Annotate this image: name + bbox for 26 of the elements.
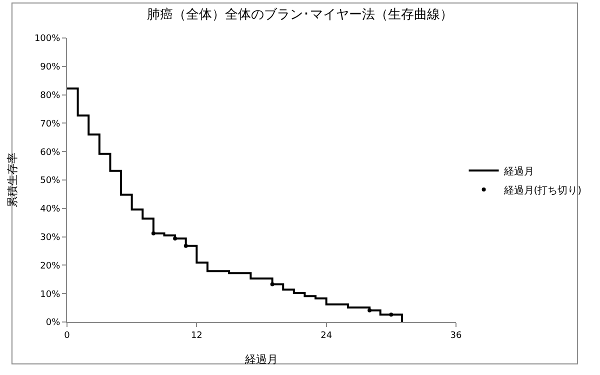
point (173, 236, 178, 240)
x-tick-label: 0 (64, 330, 70, 341)
y-axis-title: 累積生存率 (6, 152, 20, 208)
y-tick-label: 30% (40, 232, 61, 243)
point (368, 308, 372, 312)
y-tick-label: 60% (40, 148, 61, 158)
x-tick-label: 12 (190, 330, 202, 341)
legend-label: 経過月 (502, 166, 534, 178)
point (389, 312, 394, 317)
y-tick-label: 100% (34, 34, 61, 44)
y-tick-label: 90% (40, 62, 61, 73)
point (184, 244, 188, 248)
legend-label: 経過月(打ち切り) (502, 184, 582, 196)
y-tick-label: 0% (46, 318, 61, 328)
x-tick-label: 36 (450, 330, 462, 341)
y-tick-label: 80% (40, 90, 61, 101)
chart-title: 肺癌（全体）全体のブラン･マイヤー法（生存曲線） (147, 7, 453, 22)
y-tick-label: 70% (40, 119, 61, 130)
x-axis-title: 経過月 (244, 353, 278, 366)
point (151, 231, 156, 236)
y-tick-label: 50% (40, 176, 61, 186)
y-tick-label: 40% (40, 204, 61, 215)
point (270, 282, 274, 286)
y-tick-label: 20% (40, 261, 61, 272)
y-tick-label: 10% (40, 290, 61, 300)
x-tick-label: 24 (320, 330, 332, 341)
